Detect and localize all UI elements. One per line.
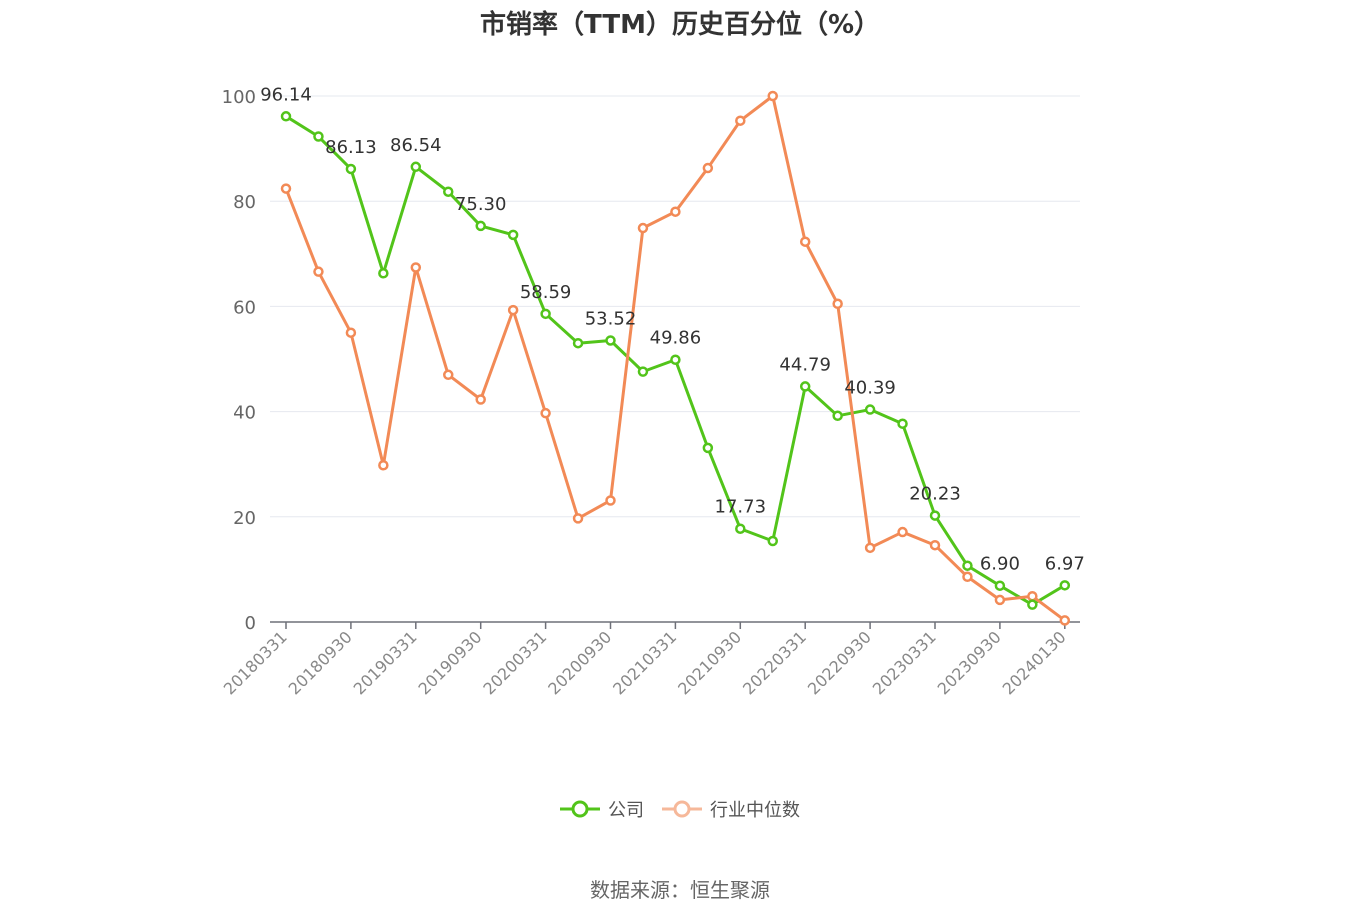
series-point-1 [897, 526, 908, 538]
series-point-0 [410, 161, 422, 173]
chart-title: 市销率（TTM）历史百分位（%） [480, 10, 880, 40]
series-point-0 [313, 131, 324, 142]
y-tick-label: 0 [245, 613, 256, 634]
series-point-1 [637, 222, 649, 234]
data-label: 58.59 [520, 282, 572, 303]
series-point-0 [962, 560, 973, 571]
series-point-1 [540, 407, 551, 419]
data-label: 17.73 [715, 497, 767, 518]
series-point-1 [410, 262, 422, 273]
x-tick-label: 20220331 [739, 627, 810, 698]
series-point-0 [735, 523, 746, 534]
series-point-0 [605, 335, 616, 346]
series-point-0 [572, 337, 584, 349]
data-label: 20.23 [909, 484, 961, 505]
series-point-0 [929, 510, 941, 521]
series-point-1 [475, 394, 486, 405]
y-tick-label: 100 [222, 87, 256, 108]
series-point-0 [799, 381, 811, 392]
y-tick-label: 80 [233, 192, 256, 213]
series-point-0 [378, 268, 389, 279]
series-point-0 [443, 186, 454, 197]
x-tick-label: 20200331 [479, 627, 550, 698]
data-label-layer: 96.14 86.13 86.54 75.30 58.59 53.52 49.86 17.73… [260, 84, 1085, 574]
y-tick-label: 40 [233, 403, 256, 424]
series-point-0 [345, 163, 357, 175]
x-tick-label: 20210331 [609, 627, 680, 698]
legend-item-industry-median[interactable]: 行业中位数 [662, 796, 800, 822]
series-point-1 [832, 298, 843, 310]
series-point-0 [280, 111, 292, 122]
series-point-1 [767, 90, 778, 102]
y-tick-label: 20 [233, 508, 256, 529]
legend-marker-company [560, 800, 600, 818]
series-point-0 [507, 229, 519, 241]
series-point-1 [735, 115, 746, 126]
y-tick-label: 60 [233, 297, 256, 318]
data-label: 6.90 [980, 554, 1020, 575]
data-label: 6.97 [1045, 553, 1085, 574]
series-point-0 [832, 410, 843, 422]
series-point-0 [637, 366, 649, 377]
series-point-1 [507, 304, 519, 316]
x-tick-label: 20220930 [804, 627, 875, 698]
data-label: 40.39 [844, 378, 896, 399]
series-point-1 [345, 327, 357, 338]
x-tick-label: 20190930 [415, 627, 486, 698]
series-point-1 [702, 162, 714, 174]
series-point-1 [572, 513, 584, 524]
data-label: 49.86 [650, 328, 702, 349]
series-point-1 [378, 460, 389, 471]
legend-label-company: 公司 [608, 800, 644, 821]
x-tick-label: 20180930 [285, 627, 356, 698]
series-point-0 [994, 580, 1006, 591]
data-label: 86.13 [325, 137, 377, 158]
series-point-1 [1027, 590, 1038, 602]
x-tick-label: 20190331 [350, 627, 421, 698]
series-point-1 [864, 542, 876, 554]
grid-layer [270, 95, 1080, 518]
data-label: 44.79 [779, 354, 831, 375]
x-tick-label: 20200930 [544, 627, 615, 698]
legend-item-company[interactable]: 公司 [560, 796, 644, 822]
series-point-1 [443, 369, 454, 381]
x-tick-label: 20230331 [869, 627, 940, 698]
x-tick-label: 20240130 [999, 627, 1070, 698]
series-point-0 [540, 308, 551, 320]
series-point-0 [897, 418, 908, 429]
series-point-1 [313, 266, 324, 277]
x-tick-label: 20210930 [674, 627, 745, 698]
series-point-1 [994, 594, 1006, 606]
series-point-1 [280, 183, 292, 194]
series-point-0 [1059, 580, 1071, 591]
series-point-0 [864, 404, 876, 415]
series-layer [280, 90, 1071, 626]
series-point-0 [767, 535, 778, 547]
series-point-1 [962, 571, 973, 583]
data-label: 96.14 [260, 84, 312, 105]
x-tick-label: 20180331 [220, 627, 291, 698]
axis-layer: 0 20 40 60 80 100 2018033120180930201903312019… [220, 87, 1080, 698]
legend: 公司 行业中位数 [0, 796, 1360, 822]
series-point-1 [799, 236, 811, 247]
series-point-0 [702, 442, 714, 454]
data-label: 75.30 [455, 194, 507, 215]
x-tick-label: 20230930 [934, 627, 1005, 698]
legend-label-industry-median: 行业中位数 [710, 800, 800, 821]
series-point-0 [670, 354, 681, 365]
series-point-0 [475, 220, 486, 232]
series-point-1 [1059, 615, 1071, 626]
series-point-0 [1027, 599, 1038, 610]
series-point-1 [605, 495, 616, 506]
legend-marker-industry-median [662, 800, 702, 818]
source-note: 数据来源：恒生聚源 [590, 878, 770, 902]
data-label: 53.52 [585, 308, 637, 329]
series-point-1 [670, 206, 681, 217]
series-point-1 [929, 539, 941, 551]
data-label: 86.54 [390, 135, 442, 156]
